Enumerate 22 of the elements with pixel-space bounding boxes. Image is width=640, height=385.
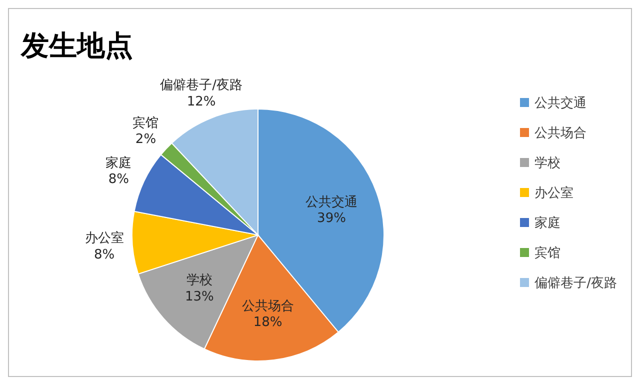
legend-label: 宾馆 (534, 244, 561, 262)
slice-label: 家庭 (106, 154, 132, 171)
slice-label: 公共交通 (306, 194, 358, 210)
slice-label: 办公室 (84, 230, 124, 246)
data-label: 39% (317, 211, 346, 226)
data-label: 8% (94, 247, 115, 262)
legend-label: 家庭 (534, 214, 561, 232)
slice-label: 学校 (186, 273, 212, 288)
chart-title: 发生地点 (21, 28, 133, 64)
legend-label: 公共场合 (534, 124, 587, 142)
slice-label: 宾馆 (132, 114, 159, 131)
data-label: 13% (184, 289, 214, 304)
data-label: 12% (186, 94, 216, 110)
legend-label: 偏僻巷子/夜路 (534, 274, 617, 292)
legend-label: 办公室 (534, 184, 574, 202)
data-label: 18% (253, 315, 282, 330)
data-label: 8% (108, 172, 129, 188)
legend-label: 学校 (534, 154, 561, 172)
slice-label: 偏僻巷子/夜路 (160, 77, 243, 94)
slice-label: 公共场合 (242, 298, 294, 314)
data-label: 2% (135, 132, 156, 148)
legend-label: 公共交通 (534, 94, 587, 112)
